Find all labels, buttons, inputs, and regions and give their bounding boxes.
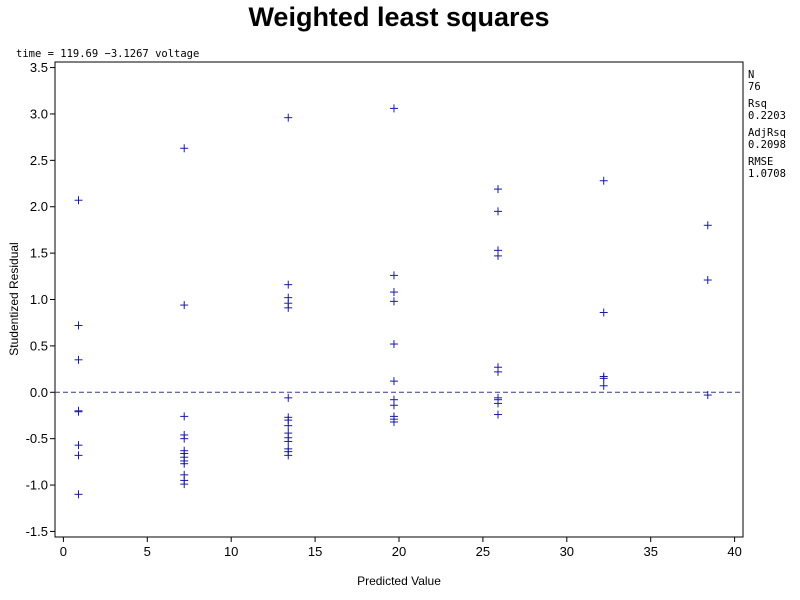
data-point <box>284 280 293 289</box>
data-point <box>284 303 293 312</box>
data-point <box>74 321 83 330</box>
x-tick-label: 25 <box>476 544 490 559</box>
plot-frame <box>54 61 744 538</box>
data-point <box>284 437 293 446</box>
stat-label: Rsq <box>748 98 767 110</box>
x-tick-label: 30 <box>560 544 574 559</box>
y-tick-label: 1.5 <box>30 246 48 261</box>
data-point <box>180 412 189 421</box>
stat-value: 0.2203 <box>748 110 786 122</box>
data-point <box>494 207 503 216</box>
data-point <box>74 490 83 499</box>
y-tick-label: 3.5 <box>30 60 48 75</box>
data-point <box>180 301 189 310</box>
data-point <box>389 104 398 113</box>
x-tick-label: 15 <box>308 544 322 559</box>
data-point <box>599 381 608 390</box>
y-tick-label: 1.0 <box>30 292 48 307</box>
x-axis-label: Predicted Value <box>357 574 441 588</box>
data-point <box>74 355 83 364</box>
x-tick-label: 35 <box>643 544 657 559</box>
x-tick-label: 10 <box>224 544 238 559</box>
data-point <box>494 410 503 419</box>
data-point <box>284 113 293 122</box>
data-point <box>494 367 503 376</box>
x-tick-label: 0 <box>60 544 67 559</box>
data-point <box>494 399 503 408</box>
y-tick-label: -1.0 <box>26 478 48 493</box>
data-point <box>389 340 398 349</box>
data-point <box>703 221 712 230</box>
data-point <box>180 434 189 443</box>
x-tick-label: 5 <box>144 544 151 559</box>
stat-value: 0.2098 <box>748 139 786 151</box>
stat-label: N <box>748 69 754 81</box>
data-point <box>389 401 398 410</box>
data-points <box>74 104 712 499</box>
data-point <box>74 451 83 460</box>
data-point <box>284 451 293 460</box>
stat-value: 1.0708 <box>748 168 786 180</box>
y-tick-label: 2.5 <box>30 153 48 168</box>
data-point <box>389 288 398 297</box>
data-point <box>284 393 293 402</box>
x-axis: 0 5 10 15 20 25 30 35 40 <box>60 537 742 559</box>
data-point <box>389 417 398 426</box>
x-tick-label: 20 <box>392 544 406 559</box>
y-axis: -1.5 -1.0 -0.5 0.0 0.5 1.0 1.5 2.0 2.5 3.0 3.5 <box>26 60 55 539</box>
data-point <box>180 144 189 153</box>
data-point <box>389 377 398 386</box>
stat-label: AdjRsq <box>748 127 786 139</box>
y-axis-label: Studentized Residual <box>7 242 21 355</box>
y-tick-label: 3.0 <box>30 106 48 121</box>
y-tick-label: -0.5 <box>26 431 48 446</box>
y-tick-label: 0.0 <box>30 385 48 400</box>
data-point <box>74 441 83 450</box>
data-point <box>389 271 398 280</box>
data-point <box>599 308 608 317</box>
data-point <box>180 480 189 489</box>
y-tick-label: -1.5 <box>26 524 48 539</box>
model-equation: time = 119.69 −3.1267 voltage <box>16 48 199 60</box>
data-point <box>599 374 608 383</box>
data-point <box>599 176 608 185</box>
data-point <box>284 421 293 430</box>
data-point <box>74 196 83 205</box>
stat-value: 76 <box>748 81 761 93</box>
data-point <box>494 251 503 260</box>
y-tick-label: 2.0 <box>30 199 48 214</box>
data-point <box>703 276 712 285</box>
x-tick-label: 40 <box>727 544 741 559</box>
data-point <box>180 459 189 468</box>
stat-label: RMSE <box>748 156 773 168</box>
chart-title: Weighted least squares <box>248 2 549 32</box>
data-point <box>494 185 503 194</box>
data-point <box>389 297 398 306</box>
y-tick-label: 0.5 <box>30 338 48 353</box>
data-point <box>74 407 83 416</box>
data-point <box>703 391 712 400</box>
